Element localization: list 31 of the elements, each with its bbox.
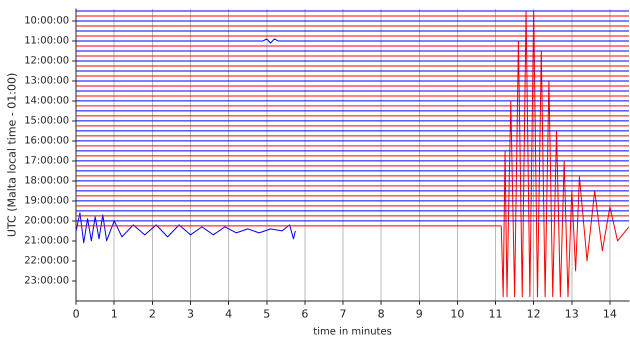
x-tick-label: 1 (110, 307, 118, 320)
y-tick-label: 12:00:00 (24, 56, 70, 67)
x-tick-label: 5 (263, 307, 270, 320)
x-tick-label: 7 (340, 307, 347, 320)
x-tick-label: 9 (416, 307, 423, 320)
x-tick-label: 2 (148, 307, 156, 320)
x-tick-label: 10 (450, 307, 464, 320)
y-tick-label: 19:00:00 (24, 195, 70, 206)
x-tick-label: 14 (602, 307, 617, 320)
y-tick-label: 14:00:00 (24, 96, 70, 107)
y-axis-title: UTC (Malta local time - 01:00) (5, 72, 18, 238)
x-axis-title: time in minutes (313, 326, 392, 338)
x-tick-label: 4 (225, 307, 232, 320)
y-tick-label: 17:00:00 (24, 155, 70, 166)
y-tick-label: 13:00:00 (24, 76, 70, 87)
x-tick-label: 12 (526, 307, 541, 320)
x-tick-label: 8 (378, 307, 385, 320)
y-tick-label: 15:00:00 (24, 116, 70, 127)
y-tick-label: 18:00:00 (24, 175, 70, 186)
x-tick-label: 0 (72, 307, 80, 320)
x-tick-label: 13 (564, 307, 579, 320)
y-tick-label: 21:00:00 (24, 235, 70, 246)
x-tick-label: 11 (488, 307, 503, 320)
x-tick-label: 6 (301, 307, 308, 320)
y-tick-label: 20:00:00 (24, 215, 70, 226)
y-tick-label: 23:00:00 (24, 275, 70, 286)
y-tick-label: 11:00:00 (24, 36, 70, 47)
x-tick-label: 3 (187, 307, 194, 320)
y-tick-label: 16:00:00 (24, 136, 70, 147)
y-tick-label: 22:00:00 (24, 255, 70, 266)
y-tick-label: 10:00:00 (24, 16, 70, 27)
